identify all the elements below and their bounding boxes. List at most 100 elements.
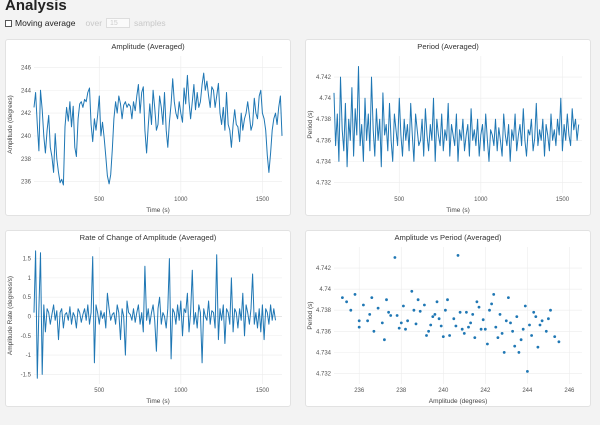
- y-tick-label: 4.732: [316, 180, 332, 186]
- scatter-point: [486, 342, 489, 346]
- scatter-point: [345, 300, 348, 304]
- scatter-point: [410, 289, 414, 293]
- scatter-point: [448, 334, 451, 337]
- scatter-point: [427, 329, 430, 333]
- x-tick-label: 246: [564, 388, 575, 394]
- scatter-point: [557, 340, 561, 344]
- x-tick-label: 500: [394, 197, 405, 203]
- y-tick-label: 4.736: [316, 138, 332, 144]
- scatter-point: [502, 351, 506, 354]
- y-tick-label: -1: [26, 353, 32, 359]
- y-tick-label: 4.732: [316, 371, 332, 377]
- x-tick-label: 238: [396, 388, 407, 394]
- y-tick-label: 1.5: [23, 257, 32, 263]
- amplitude-vs-period-chart[interactable]: Amplitude vs Period (Averaged) 4.732 4.734…: [306, 231, 590, 406]
- scatter-point: [376, 306, 380, 310]
- y-tick-label: 4.734: [316, 350, 332, 356]
- scatter-point: [549, 308, 552, 312]
- scatter-point: [475, 300, 479, 304]
- samples-input[interactable]: 15: [106, 18, 131, 28]
- amplitude-rate-chart-card: Rate of Change of Amplitude (Averaged) -1…: [5, 230, 291, 407]
- scatter-point: [534, 315, 538, 318]
- moving-average-controls: Moving average over 15 samples: [5, 17, 166, 29]
- scatter-point: [504, 319, 508, 323]
- scatter-point: [492, 293, 496, 296]
- scatter-point: [353, 293, 357, 296]
- y-tick-label: 236: [21, 180, 32, 186]
- scatter-point: [399, 321, 403, 325]
- scatter-point: [425, 334, 428, 337]
- scatter-point: [513, 344, 517, 348]
- y-tick-label: 4.738: [316, 117, 332, 123]
- scatter-point: [500, 332, 504, 335]
- scatter-point: [456, 254, 460, 257]
- scatter-point: [446, 298, 449, 302]
- scatter-point: [387, 310, 390, 314]
- y-tick-label: 4.738: [316, 308, 332, 314]
- scatter-point: [460, 327, 464, 331]
- scatter-point: [530, 334, 533, 337]
- y-tick-label: 4.742: [316, 266, 332, 272]
- scatter-point: [357, 319, 361, 323]
- scatter-point: [469, 321, 472, 325]
- scatter-point: [488, 308, 491, 312]
- chart-title: Amplitude vs Period (Averaged): [394, 233, 502, 242]
- period-chart[interactable]: Period (Averaged) 4.732 4.734 4.736 4.738 4.7…: [306, 40, 590, 215]
- scatter-point: [452, 317, 456, 321]
- x-tick-label: 240: [438, 388, 449, 394]
- y-tick-label: 4.736: [316, 329, 332, 335]
- scatter-point: [496, 336, 500, 339]
- scatter-point: [406, 319, 409, 323]
- x-tick-label: 236: [354, 388, 365, 394]
- y-tick-label: 4.74: [319, 287, 331, 293]
- y-axis-label: Amplitude (degrees): [7, 95, 14, 154]
- chart-title: Period (Averaged): [417, 42, 479, 51]
- x-tick-label: 1500: [556, 197, 570, 203]
- period-chart-card: Period (Averaged) 4.732 4.734 4.736 4.738 4.7…: [305, 39, 591, 216]
- scatter-point: [380, 321, 384, 325]
- y-tick-label: 4.734: [316, 159, 332, 165]
- scatter-point: [494, 325, 498, 329]
- scatter-point: [536, 345, 540, 349]
- scatter-point: [544, 329, 548, 333]
- scatter-point: [429, 323, 433, 327]
- y-tick-label: 240: [21, 134, 32, 140]
- scatter-point: [435, 300, 439, 304]
- scatter-point: [441, 335, 445, 338]
- scatter-point: [507, 296, 510, 299]
- page-title: Analysis: [5, 0, 67, 14]
- y-tick-label: 0.5: [23, 295, 32, 301]
- scatter-point: [412, 308, 416, 312]
- scatter-point: [383, 338, 386, 342]
- scatter-point: [341, 296, 344, 299]
- scatter-point: [423, 303, 426, 307]
- moving-average-checkbox[interactable]: [5, 19, 12, 27]
- chart-title: Amplitude (Averaged): [111, 42, 185, 51]
- scatter-point: [454, 324, 458, 328]
- scatter-point: [521, 327, 525, 331]
- scatter-point: [402, 304, 405, 308]
- scatter-point: [526, 370, 529, 373]
- scatter-point: [483, 327, 487, 331]
- scatter-point: [404, 327, 407, 331]
- y-tick-label: 0: [28, 314, 32, 320]
- x-tick-label: 1500: [256, 197, 270, 203]
- scatter-point: [433, 313, 437, 316]
- scatter-point: [528, 323, 531, 327]
- scatter-point: [477, 305, 481, 309]
- amplitude-chart[interactable]: Amplitude (Averaged) 236 238 240 242 244 246 50…: [6, 40, 290, 215]
- scatter-point: [481, 318, 485, 322]
- y-tick-label: 4.74: [319, 96, 331, 102]
- y-tick-label: 4.742: [316, 75, 332, 81]
- scatter-point: [416, 298, 420, 302]
- y-tick-label: 244: [21, 88, 32, 94]
- y-axis-label: Period (s): [307, 110, 314, 138]
- scatter-point: [393, 256, 397, 259]
- scatter-point: [473, 336, 477, 339]
- chart-title: Rate of Change of Amplitude (Averaged): [80, 233, 217, 242]
- scatter-point: [437, 317, 441, 321]
- scatter-point: [498, 313, 502, 316]
- scatter-point: [368, 313, 372, 316]
- scatter-point: [511, 329, 514, 333]
- amplitude-rate-chart[interactable]: Rate of Change of Amplitude (Averaged) -1…: [6, 231, 290, 406]
